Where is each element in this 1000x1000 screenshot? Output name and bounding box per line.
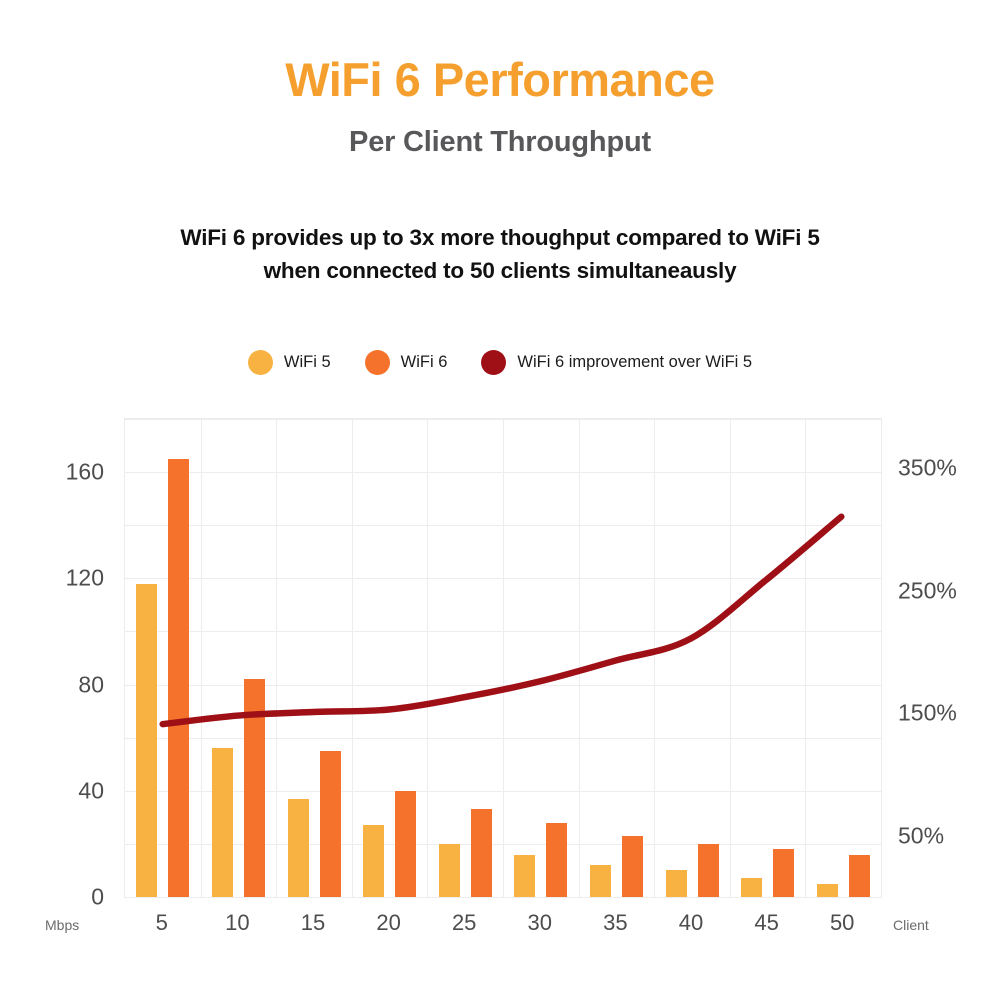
legend-item[interactable]: WiFi 6 [364, 350, 448, 375]
x-axis-tick: 45 [754, 910, 779, 935]
bar-wifi-6-5[interactable] [168, 458, 190, 897]
x-axis-tick: 20 [376, 910, 401, 935]
x-axis-tick: 10 [225, 910, 250, 935]
plot-area: 0 40 80 120 160 50% 150% 250% 350% 5 10 15 20 25 30 35 4… [0, 405, 1000, 965]
gridline-vertical [351, 419, 353, 897]
bar-wifi-6-50[interactable] [848, 854, 870, 897]
legend-label: WiFi 5 [283, 353, 331, 371]
caption-line-1: WiFi 6 provides up to 3x more thoughput … [180, 225, 820, 250]
y-axis-tick-left: 0 [91, 883, 104, 910]
chart-legend: WiFi 5 WiFi 6 WiFi 6 improvement over WiFi… [0, 350, 1000, 375]
x-axis-tick: 35 [603, 910, 628, 935]
legend-swatch-icon [364, 350, 390, 375]
bar-wifi-6-20[interactable] [395, 790, 417, 897]
improvement-line-layer [159, 513, 845, 728]
bar-wifi-6-35[interactable] [621, 835, 643, 897]
bar-wifi-6-30[interactable] [546, 822, 568, 897]
legend-swatch-icon [481, 350, 507, 375]
y-axis-tick-right: 150% [898, 699, 957, 726]
right-axis-unit-label: Client [893, 917, 929, 933]
x-axis-tick: 5 [155, 910, 168, 935]
y-axis-tick-right: 50% [898, 822, 945, 849]
bar-wifi-5-10[interactable] [211, 748, 233, 897]
y-axis-tick-left: 120 [65, 564, 104, 591]
axis-labels: 0 40 80 120 160 50% 150% 250% 350% 5 10 15 20 25 30 35 4… [0, 405, 1000, 965]
bar-wifi-6-25[interactable] [470, 809, 492, 897]
legend-swatch-icon [247, 350, 273, 375]
left-axis-unit-label: Mbps [45, 917, 80, 933]
bar-wifi-5-20[interactable] [363, 825, 385, 897]
gridline-vertical [578, 419, 580, 897]
gridline-vertical [200, 419, 202, 897]
bar-wifi-5-40[interactable] [665, 870, 687, 897]
y-axis-tick-right: 250% [898, 577, 957, 604]
bar-wifi-6-15[interactable] [319, 750, 341, 897]
gridline-vertical [427, 419, 429, 897]
bar-wifi-5-5[interactable] [136, 583, 158, 897]
chart-caption: WiFi 6 provides up to 3x more thoughput … [50, 222, 950, 287]
bar-wifi-6-10[interactable] [243, 679, 265, 897]
y-axis-tick-right: 350% [898, 454, 957, 481]
page-subtitle: Per Client Throughput [349, 126, 651, 158]
bar-wifi-6-45[interactable] [773, 849, 795, 897]
y-axis-tick-left: 160 [65, 458, 104, 485]
x-axis-tick: 15 [300, 910, 326, 935]
legend-label: WiFi 6 improvement over WiFi 5 [517, 353, 753, 371]
gridline-vertical [276, 419, 278, 897]
x-axis-tick: 30 [527, 910, 553, 935]
bar-wifi-5-15[interactable] [287, 798, 309, 897]
bar-wifi-5-45[interactable] [741, 878, 763, 897]
plot-canvas [124, 418, 882, 898]
bar-wifi-5-30[interactable] [514, 854, 536, 897]
bars-layer [125, 419, 881, 897]
y-axis-tick-left: 40 [78, 777, 104, 804]
x-axis-tick: 25 [451, 910, 477, 935]
page-title: WiFi 6 Performance [285, 53, 715, 106]
gridline-vertical [654, 419, 656, 897]
y-axis-tick-left: 80 [78, 671, 104, 698]
gridline-horizontal [125, 897, 881, 898]
caption-line-2: when connected to 50 clients simultaneau… [263, 257, 737, 283]
bar-wifi-6-40[interactable] [697, 843, 719, 897]
gridline-vertical [503, 419, 504, 897]
bar-wifi-5-25[interactable] [438, 843, 460, 897]
legend-label: WiFi 6 [400, 353, 448, 371]
legend-item[interactable]: WiFi 5 [247, 350, 331, 375]
legend-item[interactable]: WiFi 6 improvement over WiFi 5 [481, 350, 752, 375]
bar-wifi-5-50[interactable] [816, 883, 838, 897]
bar-wifi-5-35[interactable] [589, 865, 611, 897]
gridline-vertical [729, 419, 731, 897]
x-axis-tick: 50 [829, 910, 855, 935]
improvement-line[interactable] [159, 513, 845, 728]
gridline-vertical [805, 419, 807, 897]
x-axis-tick: 40 [678, 910, 704, 935]
